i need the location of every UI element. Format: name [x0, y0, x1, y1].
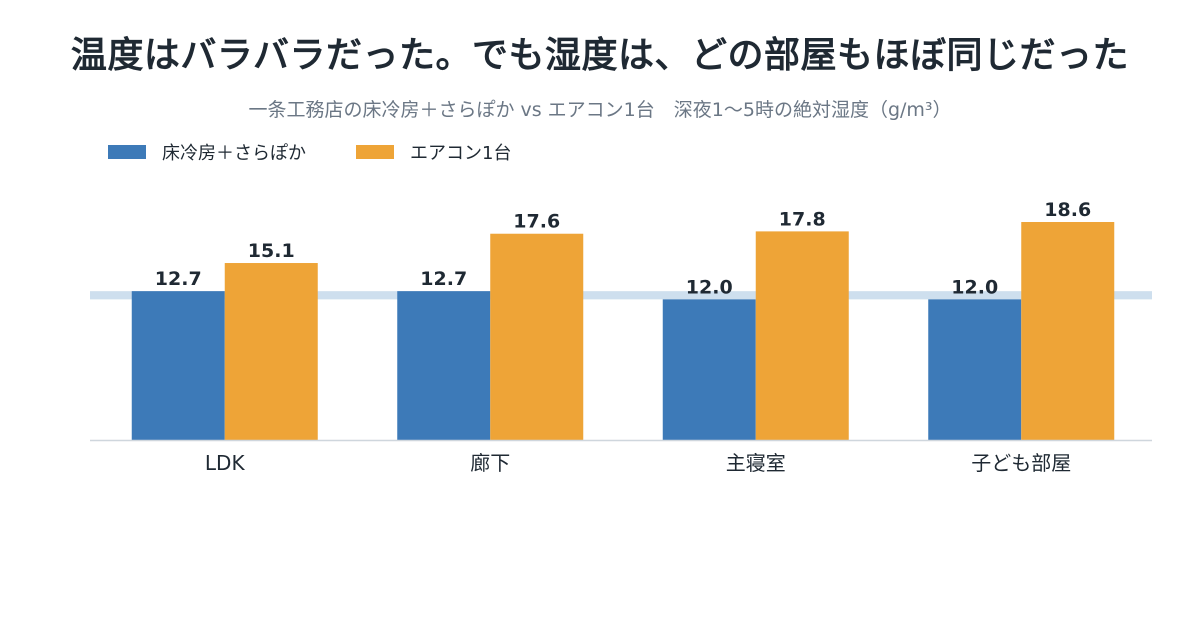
data-label: 18.6: [1044, 199, 1091, 221]
legend-swatch-floor-cooling: [108, 145, 146, 159]
data-label: 12.0: [951, 276, 998, 298]
bar-aircon: [1021, 222, 1115, 440]
category-label: 子ども部屋: [971, 451, 1071, 475]
category-label: LDK: [205, 451, 246, 475]
legend-label-aircon: エアコン1台: [410, 143, 512, 164]
data-label: 15.1: [248, 240, 295, 262]
category-label: 主寝室: [726, 451, 786, 475]
legend-label-floor-cooling: 床冷房＋さらぽか: [162, 143, 306, 164]
bar-aircon: [755, 231, 849, 440]
bar-aircon: [224, 263, 318, 440]
data-label: 12.0: [686, 276, 733, 298]
category-label: 廊下: [470, 451, 510, 475]
chart-subtitle: 一条工務店の床冷房＋さらぽか vs エアコン1台 深夜1〜5時の絶対湿度（g/m…: [248, 99, 952, 121]
bar-aircon: [490, 233, 584, 440]
bar-floor-cooling: [662, 299, 756, 440]
data-label: 12.7: [155, 268, 202, 290]
data-label: 17.6: [513, 211, 560, 233]
chart-title: 温度はバラバラだった。でも湿度は、どの部屋もほぼ同じだった: [70, 35, 1130, 76]
reference-band: [90, 291, 1152, 300]
data-label: 17.8: [779, 208, 826, 230]
bar-floor-cooling: [397, 291, 491, 440]
legend-swatch-aircon: [356, 145, 394, 159]
legend-item-aircon: エアコン1台: [356, 139, 511, 165]
legend: 床冷房＋さらぽか エアコン1台: [108, 140, 561, 164]
bar-floor-cooling: [928, 299, 1022, 440]
legend-item-floor-cooling: 床冷房＋さらぽか: [108, 139, 306, 165]
bar-floor-cooling: [131, 291, 225, 440]
data-label: 12.7: [420, 268, 467, 290]
